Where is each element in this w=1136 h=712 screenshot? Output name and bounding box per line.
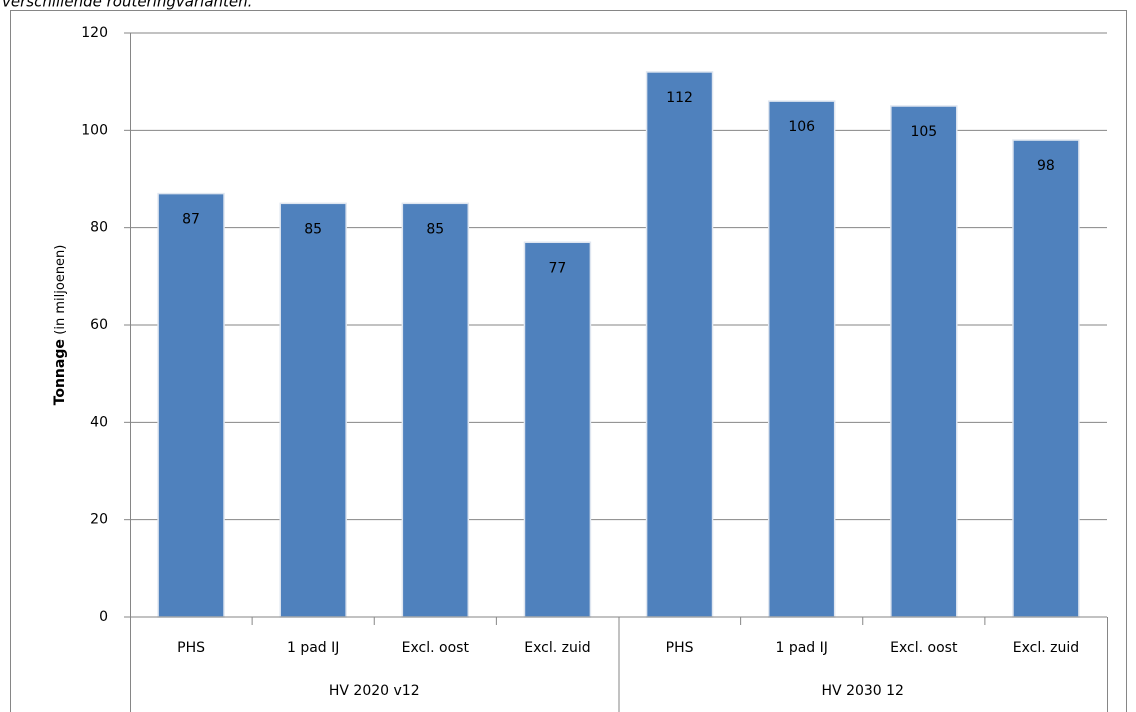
y-axis-label-unit: (in miljoenen) [53, 245, 68, 335]
x-tick-label: Excl. zuid [1013, 640, 1079, 656]
data-label: 106 [788, 119, 815, 135]
x-tick-label: PHS [177, 640, 205, 656]
data-label: 85 [426, 221, 444, 237]
y-tick-label: 20 [90, 512, 108, 528]
data-label: 105 [910, 124, 937, 140]
bar [401, 202, 470, 618]
caption: verschillende routeringvarianten. [2, 0, 252, 11]
x-tick-label: PHS [666, 640, 694, 656]
y-tick-label: 120 [81, 25, 108, 41]
bar [279, 202, 347, 618]
bar [523, 241, 592, 618]
x-tick-label: 1 pad IJ [287, 640, 339, 656]
bar [767, 100, 836, 618]
data-label: 87 [182, 212, 200, 228]
data-label: 77 [549, 260, 567, 276]
data-label: 98 [1037, 158, 1055, 174]
x-tick-label: Excl. zuid [524, 640, 590, 656]
y-tick-label: 80 [90, 220, 108, 236]
y-tick-label: 40 [90, 414, 108, 430]
bar [645, 71, 714, 618]
y-tick-label: 60 [90, 317, 108, 333]
y-axis-label-bold: Tonnage [52, 339, 68, 405]
bar [890, 105, 958, 618]
group-label: HV 2030 12 [822, 683, 904, 699]
data-label: 112 [666, 90, 693, 106]
bar [1012, 139, 1080, 618]
y-tick-label: 0 [99, 609, 108, 625]
data-label: 85 [304, 221, 322, 237]
y-axis-label: Tonnage (in miljoenen) [52, 245, 68, 406]
bar [157, 192, 225, 618]
group-label: HV 2020 v12 [329, 683, 420, 699]
x-tick-label: Excl. oost [890, 640, 958, 656]
x-tick-label: 1 pad IJ [775, 640, 827, 656]
y-tick-label: 100 [81, 122, 108, 138]
x-tick-label: Excl. oost [402, 640, 470, 656]
